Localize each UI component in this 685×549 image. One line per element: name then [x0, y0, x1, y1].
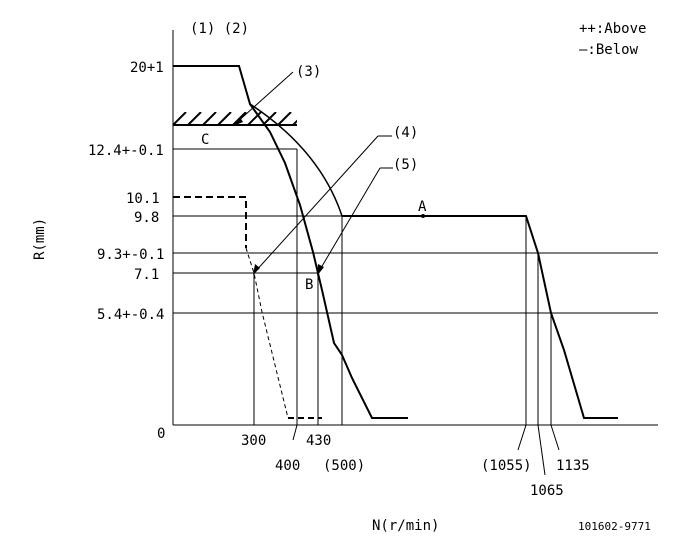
- callout-5-label: (5): [393, 157, 418, 173]
- callout-4-label: (4): [393, 125, 418, 141]
- legend-above: ++:Above: [579, 21, 646, 37]
- y-tick-7-1: 7.1: [134, 267, 159, 283]
- tick-1135-ext: [550, 424, 560, 451]
- point-a-marker: [421, 214, 425, 218]
- callout-5-leader: [317, 167, 381, 274]
- y-tick-20: 20+1: [130, 60, 164, 76]
- callout-4-leader: [253, 135, 379, 274]
- stop-hatch: [173, 112, 297, 125]
- y-tick-10-1: 10.1: [126, 191, 160, 207]
- tick-1055-ext: [517, 424, 527, 451]
- x-tick-500: (500): [323, 458, 365, 474]
- y-tick-9-8: 9.8: [134, 210, 159, 226]
- callout-3-leader: [234, 71, 294, 125]
- tick-1065-ext: [537, 424, 546, 476]
- point-b-label: B: [305, 277, 313, 293]
- x-axis-title: N(r/min): [372, 518, 439, 534]
- y-tick-9-3: 9.3+-0.1: [97, 247, 164, 263]
- header-label-1-2: (1) (2): [190, 21, 249, 37]
- y-tick-5-4: 5.4+-0.4: [97, 307, 164, 323]
- rack-curve-arc: [249, 103, 343, 217]
- y-axis-title: R(mm): [32, 218, 48, 260]
- x-tick-1135: 1135: [556, 458, 590, 474]
- legend-below: —:Below: [579, 42, 639, 58]
- rack-curve-start: [173, 196, 247, 248]
- callout-5-arrow: [317, 264, 324, 276]
- x-tick-430: 430: [306, 433, 331, 449]
- x-tick-1065: 1065: [530, 483, 564, 499]
- x-tick-400: 400: [275, 458, 300, 474]
- point-a-label: A: [418, 199, 427, 215]
- rack-curve-high: [342, 215, 618, 419]
- x-tick-1055: (1055): [481, 458, 532, 474]
- rack-curve-start-slope: [245, 247, 289, 419]
- y-tick-0: 0: [157, 426, 165, 442]
- callout-3-arrow: [233, 117, 243, 126]
- tick-400-ext: [292, 424, 298, 441]
- y-tick-12-4: 12.4+-0.1: [88, 143, 164, 159]
- point-c-label: C: [201, 132, 209, 148]
- x-tick-300: 300: [241, 433, 266, 449]
- drawing-number: 101602-9771: [578, 520, 651, 533]
- callout-4-arrow: [253, 264, 260, 275]
- callout-3-label: (3): [296, 64, 321, 80]
